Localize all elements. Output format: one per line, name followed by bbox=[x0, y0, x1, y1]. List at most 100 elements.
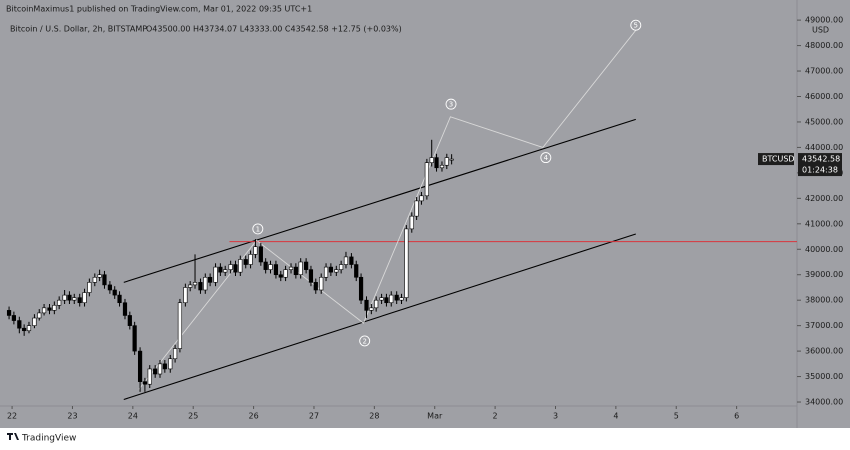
y-tick-label: 37000.00 bbox=[805, 321, 843, 330]
y-tick-label: 38000.00 bbox=[805, 296, 843, 305]
candle-body bbox=[62, 294, 67, 301]
plot: 1 2 3 4 5 bbox=[6, 19, 797, 401]
wave-marker bbox=[359, 335, 371, 347]
price-tag-label: 43542.58 bbox=[802, 155, 840, 164]
x-tick-label: 24 bbox=[128, 412, 138, 421]
candle-body bbox=[354, 264, 359, 278]
wave-label: 3 bbox=[449, 101, 453, 109]
x-tick-label: 6 bbox=[734, 412, 739, 421]
wave-label: 1 bbox=[256, 225, 260, 233]
y-tick-label: 45000.00 bbox=[805, 117, 843, 126]
candle-body bbox=[273, 264, 279, 276]
candle-body bbox=[137, 350, 143, 382]
candle-body bbox=[157, 363, 163, 375]
candle-body bbox=[278, 274, 283, 278]
candle-body bbox=[389, 294, 394, 304]
candle-body bbox=[328, 266, 333, 273]
symbol-tag bbox=[758, 153, 794, 166]
candle-body bbox=[414, 200, 419, 217]
candle-body bbox=[213, 266, 218, 283]
y-tick-label: 49000.00 bbox=[805, 16, 843, 25]
y-tick-label: 46000.00 bbox=[805, 92, 843, 101]
candle-body bbox=[404, 228, 409, 298]
candle-body bbox=[172, 348, 178, 360]
candle-body bbox=[198, 282, 203, 291]
candle-body bbox=[77, 297, 82, 304]
candle-body bbox=[47, 307, 52, 311]
wave-label: 4 bbox=[544, 154, 549, 162]
candle-body bbox=[288, 266, 294, 270]
candle-body bbox=[52, 304, 57, 311]
wave-marker bbox=[252, 223, 264, 235]
candle-body bbox=[439, 164, 445, 169]
wave-marker bbox=[630, 19, 642, 31]
candle-body bbox=[339, 264, 344, 270]
candle-body bbox=[223, 269, 228, 273]
candle-body bbox=[238, 259, 243, 273]
candle-body bbox=[122, 302, 128, 316]
wave-marker bbox=[445, 98, 457, 110]
candle-body bbox=[147, 368, 152, 385]
candle-body bbox=[127, 315, 132, 326]
candle-body bbox=[323, 266, 329, 278]
candle-body bbox=[313, 282, 318, 291]
candle-body bbox=[168, 358, 173, 370]
candle-body bbox=[6, 310, 12, 316]
y-tick-label: 42000.00 bbox=[805, 194, 843, 203]
x-tick-label: 23 bbox=[67, 412, 77, 421]
candle-body bbox=[343, 256, 349, 265]
candle-body bbox=[112, 289, 117, 296]
candle-body bbox=[358, 276, 364, 301]
candle-body bbox=[142, 381, 148, 385]
candle-body bbox=[379, 297, 384, 301]
candle-body bbox=[449, 158, 454, 161]
candle-body bbox=[434, 157, 439, 169]
candle-body bbox=[263, 261, 268, 270]
candle-body bbox=[444, 157, 449, 166]
candle-body bbox=[253, 246, 258, 255]
candle-body bbox=[369, 307, 374, 311]
candle-body bbox=[399, 297, 404, 301]
countdown-label: 01:24:38 bbox=[802, 166, 838, 175]
candle-body bbox=[374, 299, 379, 309]
y-tick-label: 36000.00 bbox=[805, 347, 843, 356]
candle-body bbox=[248, 254, 253, 265]
candle-body bbox=[92, 276, 97, 283]
candle-body bbox=[283, 269, 288, 278]
ohlc-line: O43500.00 H43734.07 L43333.00 C43542.58 … bbox=[146, 25, 402, 34]
candle-body bbox=[41, 307, 47, 314]
candle-body bbox=[97, 274, 102, 278]
candle-body bbox=[384, 297, 389, 304]
candle-body bbox=[334, 269, 339, 273]
candle-body bbox=[183, 287, 188, 304]
candle-body bbox=[17, 320, 22, 329]
candle-body bbox=[37, 312, 42, 319]
candle-body bbox=[208, 276, 213, 283]
candle-body bbox=[409, 215, 414, 230]
y-tick-label: 47000.00 bbox=[805, 67, 843, 76]
candle-body bbox=[228, 264, 233, 270]
y-tick-label: 40000.00 bbox=[805, 245, 843, 254]
candle-body bbox=[26, 325, 32, 332]
candle-body bbox=[424, 162, 429, 197]
candle-body bbox=[364, 299, 369, 311]
candle-body bbox=[57, 299, 62, 306]
candle-body bbox=[177, 302, 183, 349]
candle-body bbox=[87, 282, 92, 293]
candle-body bbox=[162, 363, 167, 370]
candle-body bbox=[72, 297, 77, 301]
candle-body bbox=[233, 264, 238, 273]
y-tick-label: 41000.00 bbox=[805, 219, 843, 228]
candle-body bbox=[258, 246, 263, 263]
published-line: BitcoinMaximus1 published on TradingView… bbox=[6, 5, 312, 14]
candle-body bbox=[102, 274, 107, 286]
plot-background bbox=[0, 0, 850, 428]
candle-body bbox=[32, 317, 37, 326]
symbol-tag-label: BTCUSD bbox=[762, 155, 795, 164]
candle-body bbox=[132, 325, 137, 352]
candle-body bbox=[117, 294, 122, 304]
x-tick-label: 2 bbox=[493, 412, 498, 421]
wave-label: 5 bbox=[634, 22, 638, 30]
trend-line bbox=[123, 118, 636, 283]
